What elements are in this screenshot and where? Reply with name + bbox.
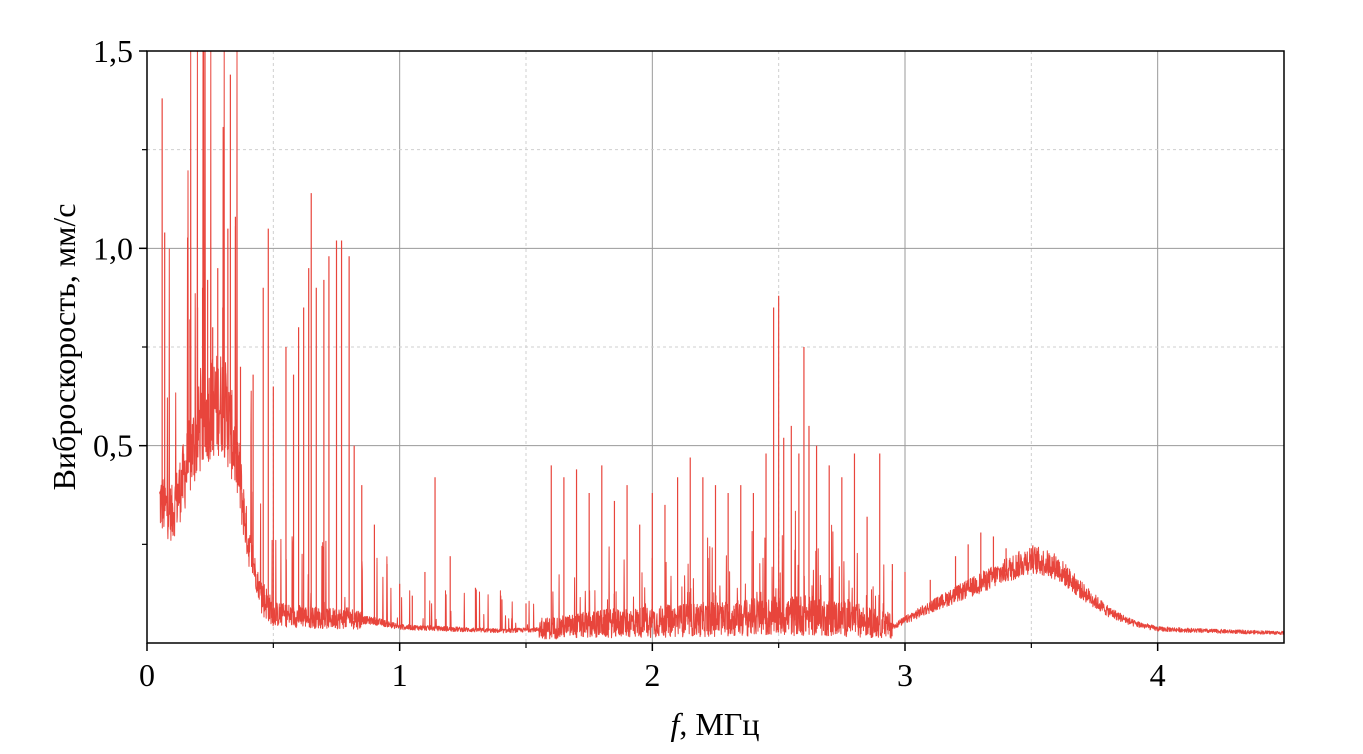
x-tick-label: 2 [644,657,660,693]
spectrum-series-line [159,50,1285,640]
x-tick-label: 1 [392,657,408,693]
tick-layer: 0 1 2 3 4 0,5 1,0 1,5 [93,33,1166,693]
x-tick-label: 4 [1150,657,1166,693]
x-tick-label: 3 [897,657,913,693]
data-layer [159,50,1285,640]
y-tick-label: 1,5 [93,33,133,69]
x-tick-label: 0 [139,657,155,693]
y-tick-label: 1,0 [93,230,133,266]
x-axis-title: f, МГц [671,706,760,742]
y-axis-title: Виброскорость, мм/с [46,204,82,491]
y-tick-label: 0,5 [93,428,133,464]
x-axis-title-unit: , МГц [679,706,759,742]
